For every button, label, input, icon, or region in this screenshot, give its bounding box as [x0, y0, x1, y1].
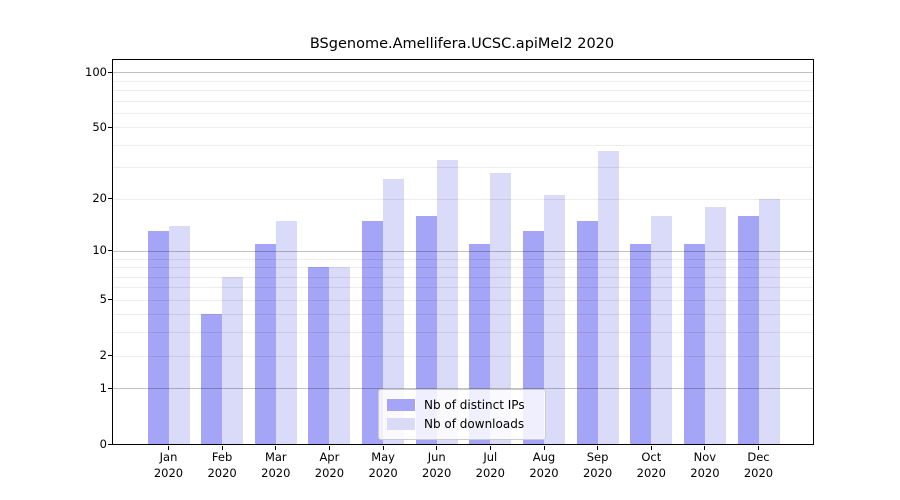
gridline-minor [113, 127, 813, 129]
legend-row: Nb of downloads [387, 414, 537, 433]
y-tick-label: 100 [85, 64, 107, 79]
bar-nb-of-downloads [597, 151, 619, 444]
x-tick [704, 446, 706, 450]
gridline-minor [113, 276, 813, 278]
x-tick [543, 446, 545, 450]
y-tick [108, 355, 112, 356]
bar-nb-of-downloads [544, 195, 565, 444]
bar-nb-of-downloads [704, 206, 726, 444]
x-tick-label: Oct 2020 [636, 450, 666, 480]
y-tick-label: 5 [99, 292, 107, 307]
bar-nb-of-distinct-ips [683, 243, 705, 444]
y-tick-label: 1 [99, 380, 107, 395]
y-tick [108, 299, 112, 301]
bar-nb-of-distinct-ips [308, 267, 330, 444]
x-tick [221, 446, 223, 450]
bar-nb-of-distinct-ips [737, 215, 759, 444]
y-tick-label: 10 [92, 243, 107, 258]
gridline-major [113, 250, 813, 252]
plot-area: 0 1 2 5 10 20 50 100 Jan 2020 Feb 2020 Mar 2020 Apr 20… [85, 59, 814, 480]
legend-row: Nb of distinct IPs [387, 395, 537, 414]
bar-nb-of-downloads [275, 220, 297, 444]
x-tick-label: Sep 2020 [582, 450, 613, 480]
bar-nb-of-downloads [222, 276, 244, 444]
bar-nb-of-downloads [383, 178, 405, 444]
y-tick [108, 250, 112, 252]
legend-swatch [387, 398, 415, 411]
y-tick [108, 198, 112, 200]
x-tick-label: May 2020 [368, 450, 398, 480]
gridline-minor [113, 198, 813, 200]
x-tick-label: Nov 2020 [690, 450, 720, 480]
legend-label: Nb of downloads [424, 416, 525, 431]
chart-title: BSgenome.Amellifera.UCSC.apiMel2 2020 [309, 36, 615, 52]
gridline-minor [113, 100, 813, 102]
x-tick [168, 446, 169, 450]
x-tick [650, 446, 652, 450]
gridline-major [113, 388, 813, 390]
x-tick [436, 446, 438, 450]
y-tick [108, 71, 112, 73]
bar-nb-of-distinct-ips [415, 215, 437, 444]
bar-nb-of-distinct-ips [201, 314, 223, 444]
x-tick [328, 446, 330, 450]
gridline-minor [113, 167, 813, 169]
gridline-minor [113, 90, 813, 91]
legend-label: Nb of distinct IPs [424, 397, 525, 412]
gridline-minor [113, 355, 813, 357]
legend: Nb of distinct IPs Nb of downloads [378, 389, 546, 440]
y-tick-label: 2 [99, 348, 107, 362]
x-tick-label: Jan 2020 [153, 450, 184, 480]
gridline-minor [113, 144, 813, 146]
gridline-minor [113, 332, 813, 334]
gridline-minor [113, 314, 813, 316]
bar-nb-of-downloads [490, 172, 512, 444]
x-tick-label: Apr 2020 [314, 450, 345, 480]
gridline-minor [113, 287, 813, 289]
bar-nb-of-distinct-ips [147, 231, 169, 444]
x-tick-label: Jun 2020 [422, 450, 452, 480]
bar-nb-of-downloads [651, 215, 673, 444]
bar-nb-of-distinct-ips [362, 220, 384, 444]
gridline-minor [113, 267, 813, 268]
x-tick-label: Aug 2020 [529, 450, 559, 480]
y-tick-label: 50 [92, 119, 107, 134]
gridline-minor [113, 112, 813, 114]
x-tick [382, 446, 384, 450]
legend-swatch [387, 417, 415, 430]
y-tick [108, 443, 112, 445]
x-tick [275, 446, 277, 450]
x-tick-label: Dec 2020 [743, 450, 774, 480]
y-tick-label: 20 [92, 191, 107, 206]
x-tick [758, 446, 759, 450]
x-tick [489, 446, 491, 450]
bar-nb-of-distinct-ips [576, 220, 598, 444]
bar-nb-of-downloads [168, 225, 190, 444]
bar-nb-of-downloads [758, 198, 780, 444]
gridline-minor [113, 80, 813, 82]
x-tick-label: Feb 2020 [207, 450, 237, 480]
y-tick-label: 0 [99, 436, 107, 451]
bar-nb-of-distinct-ips [254, 243, 276, 444]
y-tick [108, 126, 112, 128]
bar-nb-of-distinct-ips [630, 243, 652, 444]
gridline-major [113, 72, 813, 74]
gridline-minor [113, 299, 813, 301]
y-tick [108, 387, 112, 389]
x-tick-label: Jul 2020 [475, 450, 505, 480]
x-tick-label: Mar 2020 [261, 450, 291, 480]
bar-nb-of-downloads [436, 160, 458, 444]
gridline-minor [113, 258, 813, 260]
x-tick [597, 446, 599, 450]
bar-nb-of-downloads [329, 267, 351, 444]
